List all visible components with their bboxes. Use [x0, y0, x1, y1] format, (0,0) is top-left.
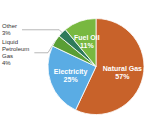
svg-text:57%: 57% [115, 73, 130, 80]
svg-text:11%: 11% [80, 42, 94, 49]
svg-text:25%: 25% [64, 76, 79, 83]
svg-text:Natural Gas: Natural Gas [103, 65, 142, 72]
svg-text:Petroleum: Petroleum [2, 46, 29, 52]
svg-text:Other: Other [2, 23, 17, 29]
svg-text:Electricity: Electricity [54, 68, 88, 76]
svg-text:4%: 4% [2, 60, 11, 66]
svg-text:3%: 3% [2, 30, 11, 36]
svg-text:Liquid: Liquid [2, 39, 18, 45]
svg-text:Gas: Gas [2, 53, 13, 59]
svg-text:Fuel Oil: Fuel Oil [74, 34, 100, 41]
